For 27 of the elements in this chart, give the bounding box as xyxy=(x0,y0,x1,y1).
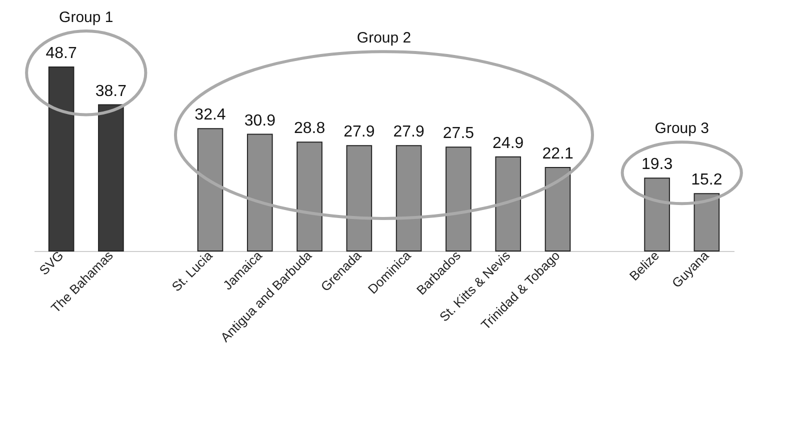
bar xyxy=(48,66,74,252)
data-label: 48.7 xyxy=(46,45,77,62)
data-label: 24.9 xyxy=(492,134,524,152)
data-label: 27.5 xyxy=(442,125,474,142)
data-label: 30.9 xyxy=(244,112,276,130)
data-label: 27.9 xyxy=(393,124,424,141)
annotation: Group 3 xyxy=(654,120,709,138)
data-label: 28.8 xyxy=(294,120,326,138)
bar xyxy=(544,167,571,252)
bar xyxy=(98,104,124,252)
data-label: 27.9 xyxy=(344,124,375,141)
bar xyxy=(346,145,372,252)
data-label: 38.7 xyxy=(95,82,127,100)
bar xyxy=(396,145,422,252)
bar xyxy=(644,178,670,252)
text: Group 2 xyxy=(356,30,412,47)
bar xyxy=(446,146,472,252)
data-label: 32.4 xyxy=(194,106,226,124)
data-label: 15.2 xyxy=(691,172,722,189)
bar xyxy=(197,128,224,252)
bar xyxy=(495,156,522,252)
bar xyxy=(246,134,273,252)
text: Group 1 xyxy=(59,9,114,26)
data-label: 22.1 xyxy=(542,146,574,162)
bar xyxy=(694,193,720,252)
bar xyxy=(296,142,322,252)
data-label: 19.3 xyxy=(641,156,673,174)
